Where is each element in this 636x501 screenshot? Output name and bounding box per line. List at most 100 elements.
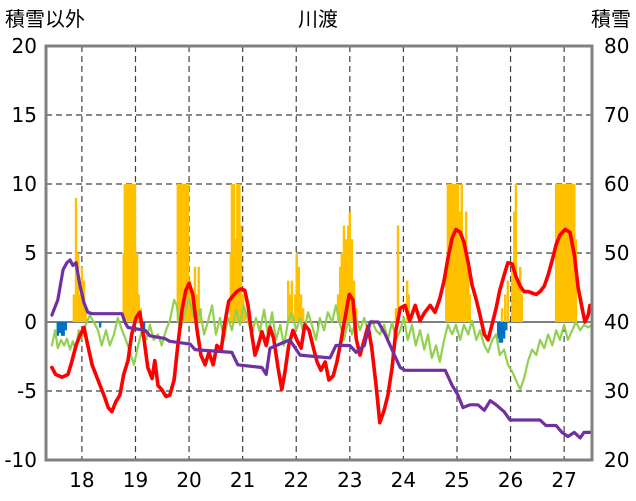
bar-series-1-bar: [405, 280, 409, 322]
bar-series-1-bar: [557, 184, 560, 322]
bar-series-1-bar: [456, 184, 460, 322]
bar-series-1-bar: [290, 280, 294, 322]
bar-series-1-bar: [510, 266, 514, 322]
y-tick-label-left: 0: [24, 310, 37, 334]
y-tick-label-right: 70: [604, 103, 629, 127]
bar-series-2-bar: [58, 322, 62, 334]
bar-series-1-bar: [554, 184, 558, 322]
bar-series-1-bar: [348, 211, 352, 322]
bar-series-1-bar: [450, 184, 454, 322]
bar-series-1-bar: [84, 308, 87, 322]
bar-series-1-bar: [464, 211, 468, 322]
bar-series-2-bar: [142, 322, 146, 329]
bar-series-1-bar: [184, 184, 188, 322]
bar-series-1-bar: [195, 294, 199, 322]
bar-series-1-bar: [236, 184, 239, 322]
bar-series-1-bar: [460, 184, 463, 322]
bar-series-2-bar: [502, 322, 506, 339]
bar-series-1-bar: [462, 239, 466, 322]
bar-series-1-bar: [560, 184, 564, 322]
bar-series-1-bar: [193, 266, 197, 322]
x-tick-label: 19: [123, 468, 148, 492]
bar-series-1-bar: [407, 294, 410, 322]
bar-series-1-bar: [355, 308, 358, 322]
bar-series-1-bar: [286, 280, 290, 322]
y-tick-label-right: 30: [604, 379, 629, 403]
bar-series-1-bar: [297, 266, 301, 322]
bar-series-1-bar: [76, 253, 80, 322]
bar-series-1-bar: [520, 294, 524, 322]
bar-series-1-bar: [458, 211, 462, 322]
bar-series-2-bar: [498, 322, 502, 343]
bar-series-1-bar: [396, 225, 400, 322]
bar-series-1-bar: [180, 184, 184, 322]
bar-series-1-bar: [562, 184, 566, 322]
bar-series-1-bar: [566, 184, 570, 322]
bar-series-1-bar: [468, 294, 472, 322]
bar-series-1-bar: [336, 294, 340, 322]
bar-series-1-bar: [344, 239, 348, 322]
bar-series-1-bar: [135, 253, 139, 322]
plot-area-frame: [44, 44, 594, 462]
y-tick-label-left: 20: [12, 34, 37, 58]
bar-series-1-bar: [500, 308, 504, 322]
y-axis-left-label: 積雪以外: [5, 7, 85, 31]
bar-series-1-bar: [137, 294, 140, 322]
bar-series-2-bar: [505, 322, 508, 331]
bar-series-1-bar: [295, 253, 298, 322]
y-tick-label-right: 40: [604, 310, 629, 334]
y-tick-label-right: 60: [604, 172, 629, 196]
bar-series-1-bar: [123, 184, 126, 322]
bar-series-1-bar: [568, 184, 572, 322]
bar-series-1-bar: [340, 253, 343, 322]
bar-series-1-bar: [503, 294, 507, 322]
bar-series-1-bar: [127, 184, 131, 322]
y-tick-label-left: 15: [12, 103, 37, 127]
bar-series-1-bar: [230, 184, 234, 322]
x-tick-label: 21: [230, 468, 255, 492]
bar-series-1-bar: [234, 239, 237, 322]
bar-series-1-bar: [454, 184, 458, 322]
x-tick-label: 26: [498, 468, 523, 492]
bar-series-1-bar: [232, 184, 236, 322]
bar-series-1-bar: [182, 184, 185, 322]
bar-series-2-bar: [56, 322, 59, 336]
series-lines: [50, 227, 592, 440]
x-tick-label: 25: [444, 468, 469, 492]
y-axis-right-label: 積雪: [591, 7, 631, 31]
bar-series-1-bar: [176, 184, 180, 322]
bar-series-2-bar: [62, 322, 65, 336]
bar-series-1-bar: [288, 294, 291, 322]
bar-series-2-bar: [98, 322, 102, 328]
y-tick-label-left: 5: [24, 241, 37, 265]
bar-series-1-bar: [514, 184, 518, 322]
bar-series-1-bar: [186, 184, 190, 322]
line-series-3: [50, 258, 592, 440]
y-tick-label-right: 50: [604, 241, 629, 265]
bar-series-2-bar: [60, 322, 64, 336]
bar-series-1-bar: [78, 294, 81, 322]
y-tick-label-right: 20: [604, 448, 629, 472]
bar-series-1-bar: [516, 280, 520, 322]
chart-title: 川渡: [298, 7, 338, 31]
bar-series-1-bar: [133, 184, 137, 322]
x-tick-label: 18: [69, 468, 94, 492]
bar-series-1-bar: [342, 225, 346, 322]
y-tick-label-right: 80: [604, 34, 629, 58]
bar-series-1-bar: [570, 184, 574, 322]
bar-series-1-bar: [129, 184, 132, 322]
bar-series-1-bar: [467, 266, 470, 322]
bar-series-1-bar: [338, 266, 342, 322]
line-series-1: [50, 297, 591, 391]
bar-series-1-bar: [74, 197, 78, 322]
bar-series-2-bar: [497, 322, 500, 339]
bar-series-1-bar: [350, 239, 354, 322]
line-series-2: [50, 227, 592, 425]
bar-series-1-bar: [293, 294, 297, 322]
bar-series-1-bar: [131, 184, 135, 322]
bar-series-2-bar: [64, 322, 68, 331]
bar-series-1-bar: [238, 184, 241, 322]
